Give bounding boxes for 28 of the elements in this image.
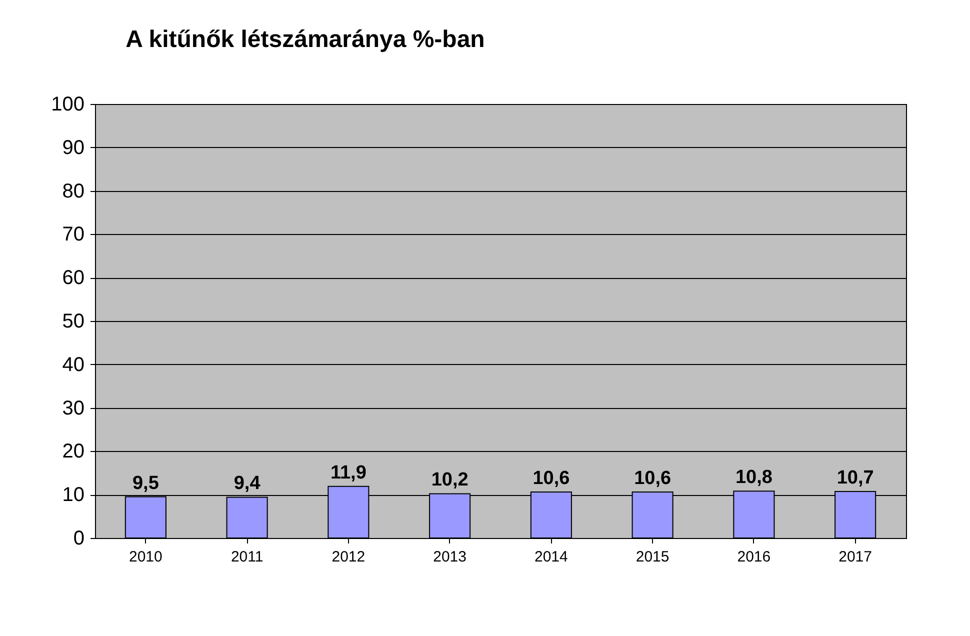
x-tick-label: 2017	[838, 548, 872, 566]
data-label: 9,4	[234, 473, 261, 494]
x-tick-label: 2015	[636, 548, 670, 566]
y-tick-label: 60	[62, 267, 84, 290]
data-label: 11,9	[330, 462, 366, 484]
y-tick-label: 10	[62, 484, 84, 506]
x-tick-label: 2011	[230, 548, 264, 566]
x-tick-label: 2012	[332, 548, 366, 566]
y-tick-label: 90	[62, 136, 84, 159]
y-tick-label: 20	[62, 440, 84, 463]
x-tick-label: 2013	[433, 548, 466, 566]
y-tick-label: 0	[73, 528, 84, 550]
y-tick-label: 80	[62, 180, 84, 202]
y-tick-label: 50	[62, 310, 84, 332]
x-tick-label: 2016	[737, 548, 771, 566]
y-tick-label: 100	[51, 94, 84, 116]
data-label: 9,5	[132, 472, 160, 494]
y-tick-label: 30	[62, 397, 84, 420]
chart-title: A kitűnők létszámaránya %-ban	[126, 26, 485, 53]
x-tick-label: 2014	[534, 548, 568, 566]
data-label: 10,7	[836, 468, 874, 489]
y-tick-label: 40	[62, 354, 84, 376]
data-label: 10,6	[634, 468, 672, 489]
data-label: 10,6	[532, 468, 570, 489]
y-tick-label: 70	[62, 224, 84, 246]
data-label: 10,8	[735, 467, 772, 488]
x-tick-label: 2010	[129, 548, 162, 566]
data-label: 10,2	[431, 470, 468, 491]
